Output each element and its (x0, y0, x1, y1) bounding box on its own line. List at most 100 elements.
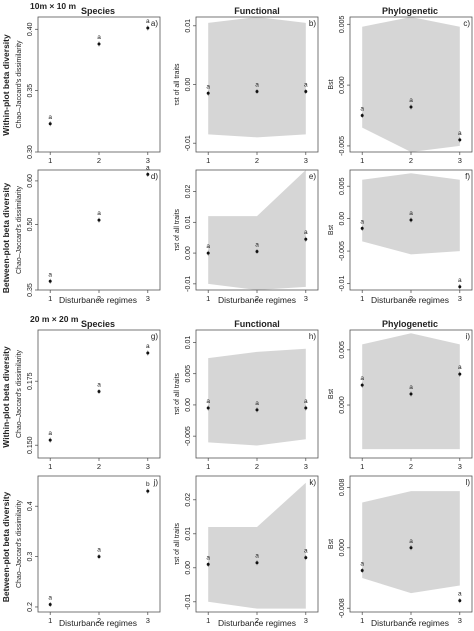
y-tick-label: 0.01 (185, 215, 192, 229)
panel-letter: f) (465, 172, 470, 181)
data-point (458, 372, 462, 376)
y-tick-label: 0.3 (27, 552, 34, 562)
x-tick-label: 2 (255, 616, 259, 625)
y-tick-label: -0.01 (339, 275, 346, 291)
significance-letter: a (48, 430, 52, 437)
significance-letter: a (48, 594, 52, 601)
x-tick-label: 3 (304, 462, 308, 471)
panel-b: -0.01 0.00 0.01 1 2 3 τst of all traits a a a b) (174, 16, 319, 165)
significance-letter: a (97, 547, 101, 554)
y-tick-label: -0.005 (339, 136, 346, 156)
data-point (48, 602, 52, 606)
y-axis-label: Chao–Jaccard's dissimilarity (16, 349, 23, 438)
y-tick-label: 0.00 (185, 398, 192, 412)
data-point (146, 489, 150, 493)
column-title-phylogenetic-top: Phylogenetic (382, 6, 438, 16)
y-axis-label: Bst (328, 79, 335, 89)
x-tick-label: 1 (360, 616, 364, 625)
data-point (48, 279, 52, 283)
y-tick-label: 0.00 (339, 212, 346, 226)
x-tick-label: 3 (304, 616, 308, 625)
data-point (304, 556, 308, 560)
panel-letter: g) (151, 332, 158, 341)
x-axis-label-functional-bottom: Disturbance regimes (218, 618, 296, 628)
data-point (97, 555, 101, 559)
data-point (409, 105, 413, 109)
data-point (97, 389, 101, 393)
significance-letter: a (360, 218, 364, 225)
y-tick-label: 0.02 (185, 493, 192, 507)
y-tick-label: 0.35 (27, 84, 34, 98)
panel-g: 0.150 0.175 1 2 3 Chao–Jaccard's dissimilarit… (16, 329, 161, 471)
data-point (360, 383, 364, 387)
x-tick-label: 1 (48, 462, 52, 471)
panel-frame (37, 169, 161, 291)
data-point (48, 438, 52, 442)
data-point (97, 42, 101, 46)
data-point (458, 285, 462, 289)
y-axis-label: τst of all traits (174, 208, 181, 251)
panel-j: 0.2 0.3 0.4 1 2 3 Chao–Jaccard's dissimilarity… (16, 475, 161, 625)
panel-h: -0.005 0.00 0.005 0.01 1 2 3 τst of all traits a… (174, 329, 319, 471)
panel-letter: b) (309, 19, 316, 28)
y-tick-label: -0.008 (339, 598, 346, 618)
x-tick-label: 1 (360, 294, 364, 303)
x-tick-label: 1 (360, 156, 364, 165)
x-tick-label: 3 (304, 294, 308, 303)
x-tick-label: 1 (206, 294, 210, 303)
y-tick-label: 0.35 (27, 283, 34, 297)
significance-letter: a (304, 229, 308, 236)
y-tick-label: 0.150 (27, 436, 34, 454)
x-tick-label: 3 (146, 462, 150, 471)
panel-frame (37, 475, 161, 613)
significance-letter: a (409, 97, 413, 104)
y-axis-label: Bst (328, 389, 335, 399)
x-tick-label: 2 (409, 462, 413, 471)
x-tick-label: 3 (458, 616, 462, 625)
x-tick-label: 2 (97, 156, 101, 165)
data-point (255, 561, 259, 565)
null-model-band (362, 173, 460, 255)
y-tick-label: 0.008 (339, 478, 346, 496)
panel-letter: k) (309, 478, 316, 487)
significance-letter: a (255, 242, 259, 249)
data-point (360, 114, 364, 118)
panel-i: 0.000 0.005 1 2 3 Bst a a a i) (328, 329, 473, 471)
x-tick-label: 1 (48, 156, 52, 165)
panel-letter: c) (463, 19, 470, 28)
x-tick-label: 2 (97, 462, 101, 471)
x-tick-label: 1 (206, 616, 210, 625)
significance-letter: a (255, 553, 259, 560)
significance-letter: a (304, 548, 308, 555)
data-point (458, 599, 462, 603)
column-title-functional-top: Functional (234, 6, 280, 16)
significance-letter: a (146, 164, 150, 171)
data-point (360, 568, 364, 572)
null-model-band (362, 333, 460, 450)
significance-letter: a (304, 82, 308, 89)
panel-frame (37, 329, 161, 459)
y-tick-label: 0.01 (185, 336, 192, 350)
panel-group: 0.30 0.35 0.40 1 2 3 Chao–Jaccard's dissimilar… (16, 15, 473, 625)
x-tick-label: 2 (409, 294, 413, 303)
column-title-phylogenetic-bottom: Phylogenetic (382, 319, 438, 329)
row-label-within-bottom: Within-plot beta diversity (1, 346, 11, 448)
panel-letter: j) (153, 478, 159, 487)
data-point (48, 122, 52, 126)
y-tick-label: 0.02 (185, 185, 192, 199)
y-tick-label: 0.60 (27, 174, 34, 188)
x-tick-label: 3 (146, 156, 150, 165)
panel-letter: l) (466, 478, 471, 487)
null-model-band (208, 348, 306, 446)
y-tick-label: 0.01 (185, 19, 192, 33)
significance-letter: a (97, 210, 101, 217)
y-axis-label: Bst (328, 225, 335, 235)
data-point (206, 91, 210, 95)
x-tick-label: 3 (458, 156, 462, 165)
x-tick-label: 2 (255, 156, 259, 165)
data-point (97, 218, 101, 222)
panel-c: -0.005 0.000 0.005 1 2 3 Bst a a a c) (328, 15, 473, 165)
row-label-between-top: Between-plot beta diversity (1, 182, 11, 293)
y-axis-label: Chao–Jaccard's dissimilarity (16, 499, 23, 588)
